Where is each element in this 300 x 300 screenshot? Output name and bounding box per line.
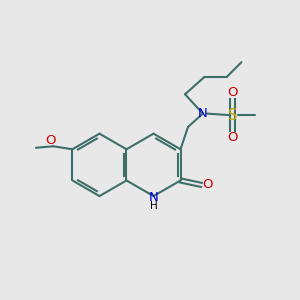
Text: O: O (45, 134, 56, 147)
Text: H: H (150, 201, 158, 211)
Text: N: N (198, 107, 208, 120)
Text: O: O (227, 131, 238, 145)
Text: O: O (227, 86, 238, 99)
Text: O: O (202, 178, 213, 191)
Text: S: S (228, 108, 237, 123)
Text: N: N (149, 191, 158, 204)
